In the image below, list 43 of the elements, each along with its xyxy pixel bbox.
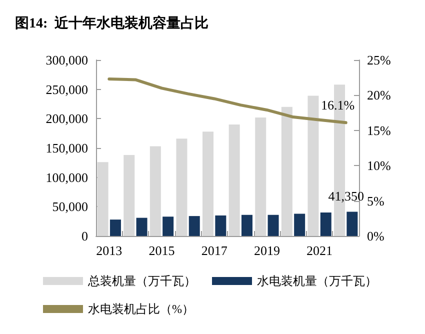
legend-label: 水电装机量（万千瓦） — [257, 274, 377, 288]
y2-tick-label: 25% — [367, 52, 391, 68]
y2-tick-label: 15% — [367, 122, 391, 138]
bar — [228, 124, 240, 236]
bar — [215, 215, 226, 236]
y-tick-label: 300,000 — [46, 52, 88, 68]
bar — [294, 214, 306, 236]
x-tick-label: 2013 — [96, 243, 122, 258]
x-tick-label: 2021 — [306, 243, 333, 258]
bar — [176, 138, 188, 236]
bar — [202, 132, 214, 236]
bar — [150, 146, 161, 236]
y2-tick-label: 10% — [367, 158, 391, 174]
bar — [346, 212, 358, 236]
bar — [268, 214, 279, 236]
bar — [241, 214, 252, 236]
y2-tick-label: 0% — [367, 228, 384, 244]
x-tick-label: 2019 — [254, 243, 280, 258]
bar — [308, 96, 319, 236]
bar — [162, 216, 174, 236]
y-tick-label: 150,000 — [46, 140, 88, 156]
bar — [320, 212, 332, 236]
data-label: 16.1% — [321, 98, 355, 113]
bar — [188, 216, 200, 236]
y2-tick-label: 20% — [367, 88, 391, 103]
chart-title: 图14: 近十年水电装机容量占比 — [15, 14, 209, 32]
y-tick-label: 50,000 — [52, 199, 88, 214]
legend-label: 水电装机占比（%） — [88, 302, 194, 316]
bar — [97, 162, 108, 236]
bar — [136, 218, 148, 236]
bar — [124, 155, 135, 236]
bar — [255, 117, 266, 236]
y-tick-label: 0 — [82, 228, 88, 244]
y-tick-label: 200,000 — [46, 111, 88, 126]
bar — [110, 220, 121, 236]
legend-label: 总装机量（万千瓦） — [87, 274, 196, 288]
bar — [281, 106, 292, 236]
data-label: 41,350 — [328, 188, 364, 204]
y2-tick-label: 5% — [367, 193, 384, 208]
x-tick-label: 2015 — [148, 243, 175, 258]
y-tick-label: 100,000 — [46, 170, 88, 185]
y-tick-label: 250,000 — [46, 82, 88, 97]
x-tick-label: 2017 — [201, 243, 228, 258]
